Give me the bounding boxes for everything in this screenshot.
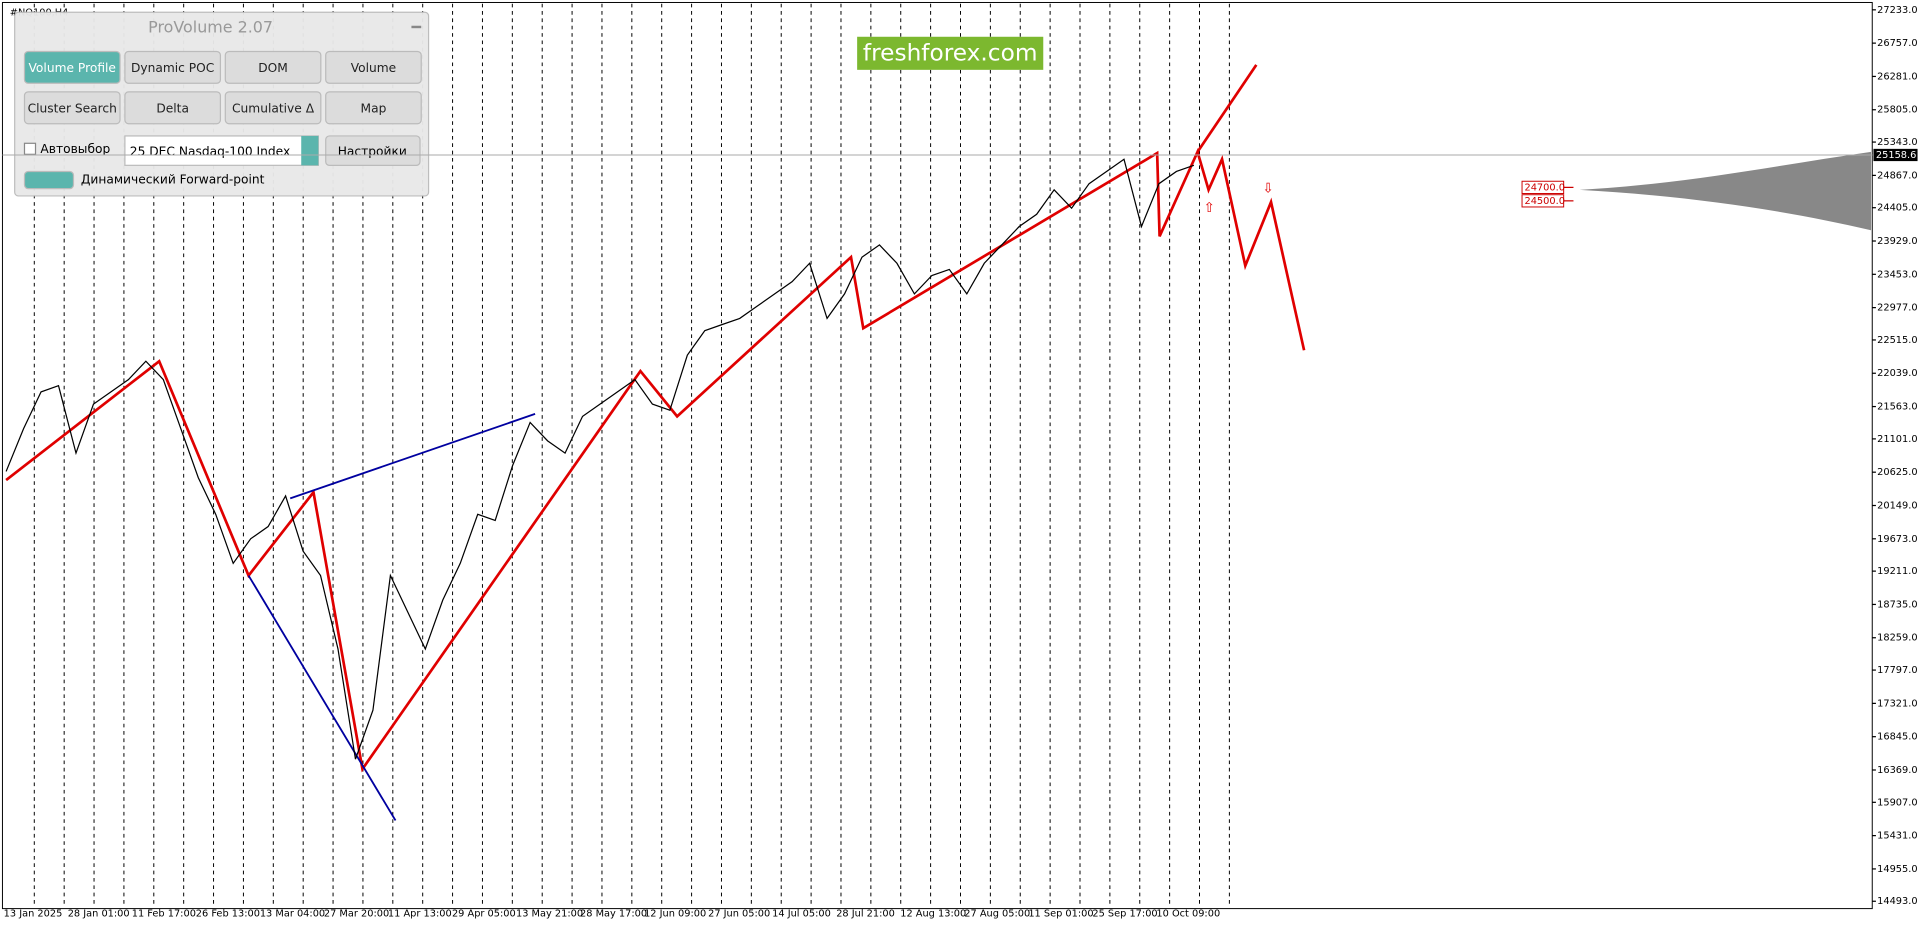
x-tick-label: 11 Feb 17:00 bbox=[132, 909, 196, 920]
settings-button[interactable] bbox=[325, 135, 421, 166]
y-tick-label: 20149.0 bbox=[1877, 501, 1917, 512]
y-tick-label: 24867.0 bbox=[1877, 170, 1917, 181]
panel-button[interactable] bbox=[23, 91, 121, 125]
y-tick-label: 18259.0 bbox=[1877, 633, 1917, 644]
x-tick-label: 11 Sep 01:00 bbox=[1028, 909, 1093, 920]
trend-line bbox=[289, 413, 536, 500]
select-value: 25 DEC Nasdaq-100 Index bbox=[130, 144, 290, 158]
price-label: 25158.6 bbox=[1876, 150, 1916, 161]
x-tick-label: 27 Mar 20:00 bbox=[324, 909, 389, 920]
level-label: 24700.0 bbox=[1524, 182, 1564, 193]
plot-frame bbox=[1, 1, 1873, 910]
y-tick-label: 19211.0 bbox=[1877, 566, 1917, 577]
y-tick-label: 16369.0 bbox=[1877, 765, 1917, 776]
panel-button[interactable] bbox=[325, 91, 422, 125]
x-tick-label: 12 Aug 13:00 bbox=[900, 909, 966, 920]
y-tick-label: 22515.0 bbox=[1877, 335, 1917, 346]
zigzag-drawing bbox=[5, 147, 1306, 773]
select[interactable] bbox=[124, 135, 319, 166]
x-tick-label: 12 Jun 09:00 bbox=[644, 909, 706, 920]
x-tick-label: 14 Jul 05:00 bbox=[772, 909, 831, 920]
y-tick-label: 23453.0 bbox=[1877, 269, 1917, 280]
panel-button[interactable] bbox=[325, 50, 422, 84]
x-tick-label: 27 Aug 05:00 bbox=[964, 909, 1030, 920]
price-line-series bbox=[5, 158, 1195, 760]
panel-button-label: Map bbox=[361, 102, 387, 116]
y-tick-label: 14955.0 bbox=[1877, 864, 1917, 875]
y-tick-label: 22039.0 bbox=[1877, 368, 1917, 379]
y-tick-label: 21563.0 bbox=[1877, 402, 1917, 413]
trend-line bbox=[247, 575, 397, 821]
x-tick-label: 13 Mar 04:00 bbox=[260, 909, 325, 920]
y-tick-label: 16845.0 bbox=[1877, 732, 1917, 743]
y-tick-label: 26757.0 bbox=[1877, 38, 1917, 49]
y-tick-label: 15907.0 bbox=[1877, 797, 1917, 808]
select-spinner[interactable] bbox=[301, 135, 319, 166]
panel-button-label: Cluster Search bbox=[28, 102, 117, 116]
y-tick-label: 14493.0 bbox=[1877, 896, 1917, 907]
y-tick-label: 18735.0 bbox=[1877, 599, 1917, 610]
y-tick-label: 17797.0 bbox=[1877, 665, 1917, 676]
y-tick-label: 23929.0 bbox=[1877, 236, 1917, 247]
y-tick-label: 20625.0 bbox=[1877, 467, 1917, 478]
panel-button[interactable] bbox=[124, 91, 222, 125]
y-tick-label: 19673.0 bbox=[1877, 534, 1917, 545]
toggle-label: Динамический Forward-point bbox=[81, 173, 265, 187]
panel-button-label: Cumulative Δ bbox=[232, 102, 315, 116]
forecast-up bbox=[1196, 64, 1258, 153]
panel-button-label: Volume Profile bbox=[29, 61, 116, 75]
checkbox-label: Автовыбор bbox=[40, 142, 110, 156]
level-label: 24500.0 bbox=[1524, 196, 1564, 207]
volume-profile bbox=[1579, 151, 1872, 231]
x-tick-label: 11 Apr 13:00 bbox=[388, 909, 452, 920]
price-tag bbox=[1873, 148, 1918, 162]
settings-label: Настройки bbox=[338, 144, 407, 158]
minimize[interactable] bbox=[411, 25, 422, 29]
x-tick-label: 26 Feb 13:00 bbox=[196, 909, 260, 920]
y-tick-label: 15431.0 bbox=[1877, 831, 1917, 842]
y-tick-label: 22977.0 bbox=[1877, 303, 1917, 314]
panel-button-label: Delta bbox=[156, 102, 189, 116]
panel-button-label: Dynamic POC bbox=[131, 61, 214, 75]
checkbox[interactable] bbox=[23, 142, 37, 155]
y-tick-label: 25805.0 bbox=[1877, 105, 1917, 116]
panel-button-label: DOM bbox=[258, 61, 288, 75]
x-tick-label: 27 Jun 05:00 bbox=[708, 909, 770, 920]
panel-button[interactable] bbox=[23, 50, 121, 84]
x-tick-label: 28 Jul 21:00 bbox=[836, 909, 895, 920]
panel-button-label: Volume bbox=[351, 61, 397, 75]
y-tick-label: 17321.0 bbox=[1877, 698, 1917, 709]
x-tick-label: 25 Sep 17:00 bbox=[1092, 909, 1157, 920]
y-tick-label: 24405.0 bbox=[1877, 203, 1917, 214]
y-tick-label: 27233.0 bbox=[1877, 5, 1917, 16]
watermark-box bbox=[857, 36, 1044, 70]
panel-button[interactable] bbox=[224, 50, 322, 84]
x-tick-label: 10 Oct 09:00 bbox=[1156, 909, 1220, 920]
x-tick-label: 28 May 17:00 bbox=[580, 909, 647, 920]
panel-button[interactable] bbox=[224, 91, 322, 125]
y-tick-label: 25343.0 bbox=[1877, 137, 1917, 148]
watermark: freshforex.com bbox=[863, 39, 1038, 66]
x-tick-label: 13 Jan 2025 bbox=[4, 909, 63, 920]
arrow-down: ⇩ bbox=[1262, 182, 1273, 197]
y-tick-label: 26281.0 bbox=[1877, 71, 1917, 82]
arrow-up: ⇧ bbox=[1204, 201, 1215, 216]
x-tick-label: 13 May 21:00 bbox=[516, 909, 583, 920]
panel-button[interactable] bbox=[124, 50, 222, 84]
x-tick-label: 28 Jan 01:00 bbox=[68, 909, 130, 920]
panel-title: ProVolume 2.07 bbox=[148, 18, 273, 37]
x-tick-label: 29 Apr 05:00 bbox=[452, 909, 516, 920]
toggle[interactable] bbox=[23, 170, 75, 190]
y-tick-label: 21101.0 bbox=[1877, 434, 1917, 445]
